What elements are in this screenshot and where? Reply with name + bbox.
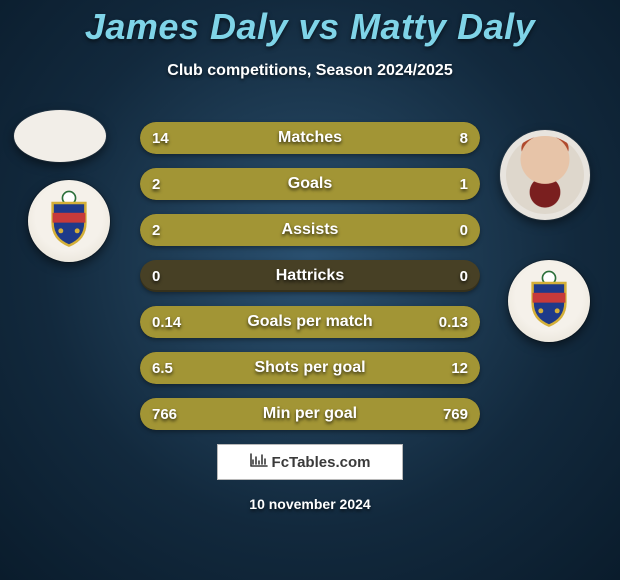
stat-row: 0.140.13Goals per match: [140, 306, 480, 338]
stat-row: 148Matches: [140, 122, 480, 154]
shield-icon: [508, 260, 590, 342]
club-crest-right: [508, 260, 590, 342]
brand-label: FcTables.com: [272, 454, 371, 471]
player-right-avatar: [500, 130, 590, 220]
stat-label: Assists: [140, 214, 480, 246]
brand-logo[interactable]: FcTables.com: [217, 444, 403, 480]
stat-row: 00Hattricks: [140, 260, 480, 292]
stat-label: Shots per goal: [140, 352, 480, 384]
player-left-avatar: [14, 110, 106, 162]
chart-icon: [250, 453, 268, 472]
stat-row: 6.512Shots per goal: [140, 352, 480, 384]
stat-row: 20Assists: [140, 214, 480, 246]
stat-label: Hattricks: [140, 260, 480, 292]
stat-row: 21Goals: [140, 168, 480, 200]
stat-label: Goals per match: [140, 306, 480, 338]
stat-row: 766769Min per goal: [140, 398, 480, 430]
stat-label: Matches: [140, 122, 480, 154]
page-subtitle: Club competitions, Season 2024/2025: [0, 62, 620, 80]
footer-date: 10 november 2024: [0, 496, 620, 512]
stats-container: 148Matches 21Goals 20Assists 00Hattricks 0.1…: [140, 122, 480, 430]
shield-icon: [28, 180, 110, 262]
club-crest-left: [28, 180, 110, 262]
stat-label: Goals: [140, 168, 480, 200]
stat-label: Min per goal: [140, 398, 480, 430]
page-title: James Daly vs Matty Daly: [0, 6, 620, 48]
